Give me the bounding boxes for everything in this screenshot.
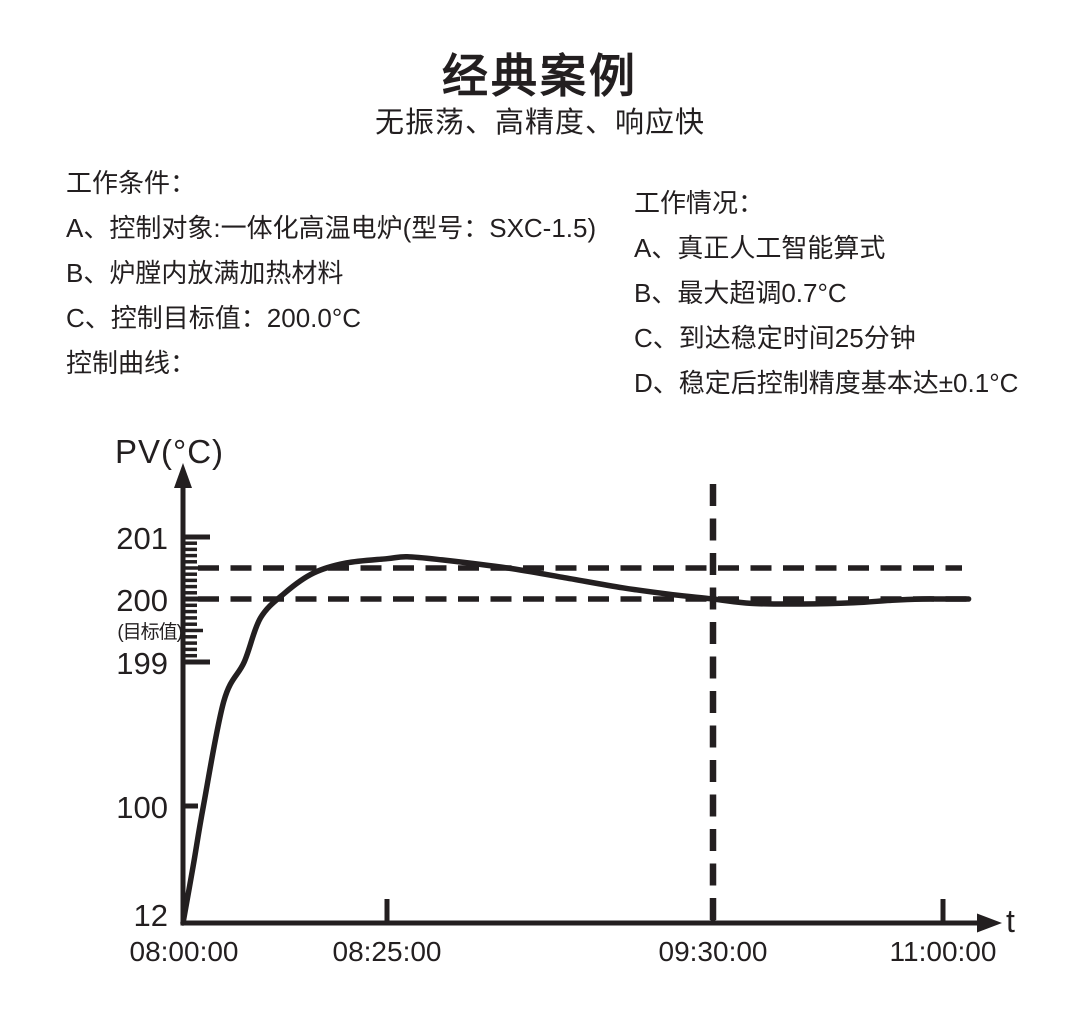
performance-item-c: C、到达稳定时间25分钟 [634, 323, 916, 353]
performance-item-a: A、真正人工智能算式 [634, 233, 886, 263]
working-conditions-block: 工作条件： A、控制对象:一体化高温电炉(型号：SXC-1.5) B、炉膛内放满… [66, 161, 596, 386]
condition-item-b: B、炉膛内放满加热材料 [66, 258, 344, 288]
x-tick-label-1100: 11:00:00 [889, 936, 997, 967]
performance-heading: 工作情况： [634, 188, 765, 218]
control-curve-label: 控制曲线： [66, 348, 197, 378]
x-tick-label-0930: 09:30:00 [658, 936, 768, 967]
y-ruler-ticks [183, 534, 210, 665]
y-tick-label-100: 100 [116, 790, 168, 825]
y-tick-label-201: 201 [116, 521, 168, 556]
page-title: 经典案例 [442, 50, 638, 102]
condition-item-c: C、控制目标值：200.0°C [66, 303, 362, 333]
x-tick-marks [384, 899, 946, 921]
x-axis-label: t [1006, 903, 1015, 939]
performance-item-d: D、稳定后控制精度基本达±0.1°C [634, 368, 1019, 398]
performance-item-b: B、最大超调0.7°C [634, 278, 847, 308]
conditions-heading: 工作条件： [66, 168, 197, 198]
x-tick-label-0825: 08:25:00 [332, 936, 442, 967]
target-value-note: (目标值) [117, 622, 183, 643]
working-performance-block: 工作情况： A、真正人工智能算式 B、最大超调0.7°C C、到达稳定时间25分… [634, 181, 1018, 406]
y-axis-label: PV(°C) [115, 433, 225, 470]
y-axis-arrow-icon [174, 463, 192, 488]
pv-curve [180, 554, 972, 926]
x-axis-arrow-icon [977, 913, 1002, 933]
y-tick-label-12: 12 [133, 898, 168, 933]
x-tick-label-0800: 08:00:00 [129, 936, 239, 967]
page-subtitle: 无振荡、高精度、响应快 [374, 107, 705, 139]
y-tick-label-200: 200 [116, 583, 168, 618]
y-tick-label-199: 199 [116, 646, 168, 681]
condition-item-a: A、控制对象:一体化高温电炉(型号：SXC-1.5) [66, 213, 597, 243]
